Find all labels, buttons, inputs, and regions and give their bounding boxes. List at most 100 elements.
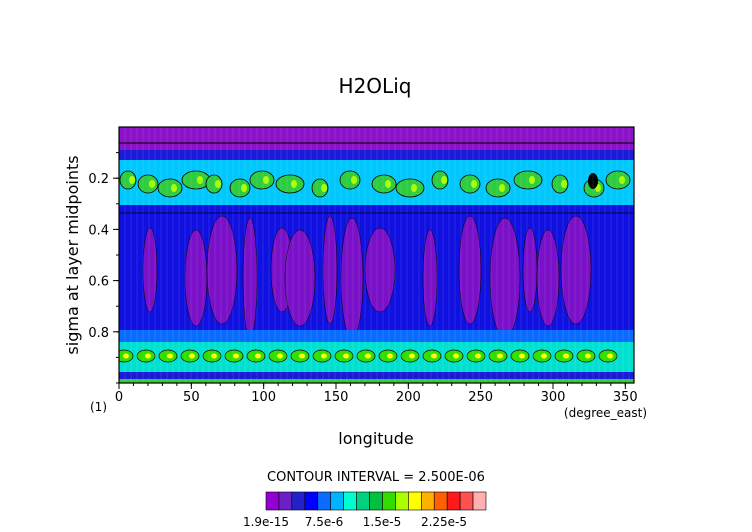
mid-blob xyxy=(536,229,560,327)
plot-area xyxy=(119,127,634,383)
upper-blob xyxy=(513,170,543,190)
upper-blob xyxy=(205,174,223,194)
colorbar-label: 1.5e-5 xyxy=(363,515,401,529)
x-tick-label: 100 xyxy=(251,390,276,405)
y-tick-label: 0.8 xyxy=(88,326,109,341)
upper-blob-core xyxy=(241,184,247,192)
x-axis-label: longitude xyxy=(338,429,413,448)
vertical-grid xyxy=(124,127,630,383)
upper-blob xyxy=(181,170,211,190)
colorbar-swatch xyxy=(317,491,332,511)
colorbar-swatch xyxy=(459,491,474,511)
mid-blob xyxy=(322,215,338,325)
upper-blob-core xyxy=(171,184,177,192)
x-axis: 0 50 100 150 200 250 300 350 xyxy=(115,383,638,405)
y-tick-label: 0.6 xyxy=(88,275,109,290)
upper-blob xyxy=(339,170,361,190)
colorbar-swatch xyxy=(356,491,370,511)
lower-blob-core xyxy=(365,353,371,359)
lower-blob-core xyxy=(189,353,195,359)
upper-blob-core xyxy=(471,180,477,188)
mid-blob xyxy=(489,217,521,339)
upper-blob xyxy=(551,174,569,194)
mid-purple-blobs xyxy=(142,215,592,339)
colorbar-swatch xyxy=(420,491,435,511)
contour-interval-text: CONTOUR INTERVAL = 2.500E-06 xyxy=(267,470,485,485)
lower-blob-core xyxy=(211,353,217,359)
mid-blob xyxy=(340,217,364,339)
upper-blob-core xyxy=(149,180,155,188)
lower-blob-core xyxy=(387,353,393,359)
upper-blob xyxy=(275,174,305,194)
mid-blob xyxy=(284,229,316,327)
upper-blob-core xyxy=(197,176,203,184)
upper-blob-core xyxy=(215,180,221,188)
colorbar-swatch xyxy=(304,491,319,511)
colorbar-swatch xyxy=(395,491,409,511)
lower-blob-core xyxy=(123,353,129,359)
colorbar-swatch xyxy=(291,491,306,511)
upper-blob xyxy=(229,178,251,198)
upper-blob xyxy=(311,178,329,198)
chart-title: H2OLiq xyxy=(339,74,412,98)
upper-blob xyxy=(137,174,159,194)
upper-blob-core xyxy=(411,184,417,192)
lower-blob-core xyxy=(167,353,173,359)
upper-blob-core xyxy=(351,176,357,184)
colorbar-swatch xyxy=(408,491,422,511)
corner-label: (1) xyxy=(90,400,107,414)
lower-blob-core xyxy=(519,353,525,359)
colorbar-swatch xyxy=(343,491,357,511)
upper-blob xyxy=(485,178,511,198)
lower-blob-core xyxy=(277,353,283,359)
lower-blob-core xyxy=(497,353,503,359)
x-tick-label: 50 xyxy=(183,390,200,405)
x-tick-label: 200 xyxy=(396,390,421,405)
lower-blob-core xyxy=(563,353,569,359)
upper-blob xyxy=(371,174,397,194)
upper-blob-core xyxy=(263,176,269,184)
band-bottom-blue xyxy=(119,372,634,383)
lower-blob-core xyxy=(585,353,591,359)
colorbar-swatch xyxy=(278,491,293,511)
upper-blob xyxy=(249,170,275,190)
upper-blob-core xyxy=(291,180,297,188)
lower-blob-core xyxy=(409,353,415,359)
lower-blob-core xyxy=(343,353,349,359)
y-tick-label: 0.2 xyxy=(88,172,109,187)
upper-blob xyxy=(119,170,137,190)
upper-blob-core xyxy=(441,176,447,184)
y-axis-label: sigma at layer midpoints xyxy=(63,155,82,354)
colorbar-swatch xyxy=(472,491,487,511)
colorbar-swatch xyxy=(265,491,280,511)
upper-blob-core xyxy=(619,176,625,184)
colorbar-label: 1.9e-15 xyxy=(243,515,289,529)
colorbar-swatch xyxy=(433,491,448,511)
y-axis: 0.2 0.4 0.6 0.8 xyxy=(88,152,119,384)
lower-blob-core xyxy=(321,353,327,359)
upper-blob xyxy=(395,178,425,198)
upper-blob-core xyxy=(561,180,567,188)
x-tick-label: 300 xyxy=(541,390,566,405)
upper-blob-core xyxy=(529,176,535,184)
band-top-purple xyxy=(119,127,634,153)
upper-blob-peak xyxy=(588,173,598,189)
upper-blob-core xyxy=(321,184,327,192)
mid-blob xyxy=(142,227,158,313)
mid-blob xyxy=(184,229,208,327)
upper-blob xyxy=(605,170,631,190)
colorbar-labels: 1.9e-15 7.5e-6 1.5e-5 2.25e-5 xyxy=(243,515,467,529)
y-tick-label: 0.4 xyxy=(88,223,109,238)
colorbar-swatch xyxy=(446,491,461,511)
colorbar-label: 2.25e-5 xyxy=(421,515,467,529)
mid-blob xyxy=(522,227,538,313)
upper-blob xyxy=(431,170,449,190)
x-tick-label: 350 xyxy=(613,390,638,405)
lower-blob-core xyxy=(233,353,239,359)
colorbar-swatch xyxy=(382,491,396,511)
x-tick-label: 0 xyxy=(115,390,123,405)
upper-blob-core xyxy=(129,176,135,184)
lower-blob-core xyxy=(453,353,459,359)
x-tick-label: 250 xyxy=(468,390,493,405)
